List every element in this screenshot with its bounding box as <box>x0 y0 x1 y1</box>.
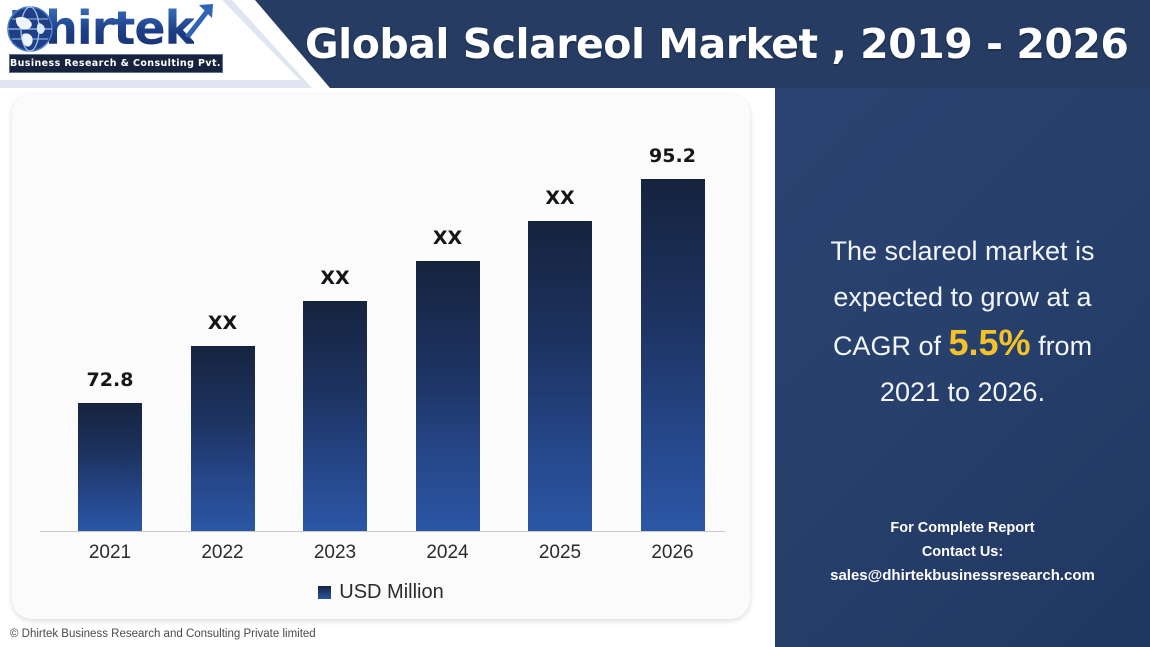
contact-block: For Complete Report Contact Us: sales@dh… <box>781 516 1144 588</box>
copyright-notice: © Dhirtek Business Research and Consulti… <box>10 628 316 640</box>
contact-heading: For Complete Report <box>890 520 1035 536</box>
bar-2023 <box>303 301 367 531</box>
chart-legend: USD Million <box>12 581 750 604</box>
legend-swatch-usd-million <box>318 586 332 599</box>
page-title: Global Sclareol Market , 2019 - 2026 <box>305 20 1129 68</box>
cagr-value: 5.5% <box>948 322 1031 363</box>
x-tick-2023: 2023 <box>313 542 357 563</box>
globe-icon <box>7 6 53 52</box>
contact-subheading: Contact Us: <box>921 544 1004 560</box>
bar-value-label-2026: 95.2 <box>649 145 696 167</box>
bar-2024 <box>415 261 480 531</box>
summary-panel: The sclareol market is expected to grow … <box>775 88 1150 647</box>
logo-tagline: Business Research & Consulting Pvt. Ltd. <box>9 54 223 73</box>
x-tick-2025: 2025 <box>538 542 582 563</box>
bar-chart-plot: 72.8 2021 XX 2022 XX 2023 XX 2024 XX 2025 95.2 2026 <box>12 94 750 619</box>
bar-value-label-2025: XX <box>545 187 575 209</box>
statement-line-4: 2021 to 2026. <box>879 377 1046 407</box>
bar-2025 <box>528 221 592 531</box>
bar-2022 <box>190 346 255 531</box>
bar-value-label-2021: 72.8 <box>86 369 134 391</box>
bar-value-label-2023: XX <box>320 267 350 289</box>
x-tick-2026: 2026 <box>651 542 694 563</box>
x-tick-2024: 2024 <box>426 542 469 563</box>
statement-line-2: expected to grow at a <box>833 282 1092 312</box>
x-tick-2021: 2021 <box>88 542 132 563</box>
cagr-statement: The sclareol market is expected to grow … <box>785 228 1140 415</box>
statement-line-1: The sclareol market is <box>830 236 1095 266</box>
growth-arrow-icon <box>185 4 213 37</box>
bar-2021 <box>78 403 142 531</box>
bar-value-label-2024: XX <box>432 227 463 249</box>
contact-email[interactable]: sales@dhirtekbusinessresearch.com <box>830 567 1095 584</box>
bar-2026 <box>640 179 705 531</box>
company-logo[interactable]: Dhirtek Business Research & Consulting P… <box>4 2 229 74</box>
bar-value-label-2022: XX <box>207 312 238 334</box>
chart-card: 72.8 2021 XX 2022 XX 2023 XX 2024 XX 2025 95.2 2026… <box>12 94 750 619</box>
statement-line-3-suffix: from <box>1038 331 1093 361</box>
statement-line-3-prefix: CAGR of <box>832 331 941 361</box>
x-tick-2022: 2022 <box>201 542 244 563</box>
x-axis-line <box>40 531 725 532</box>
legend-label-usd-million: USD Million <box>339 581 444 603</box>
